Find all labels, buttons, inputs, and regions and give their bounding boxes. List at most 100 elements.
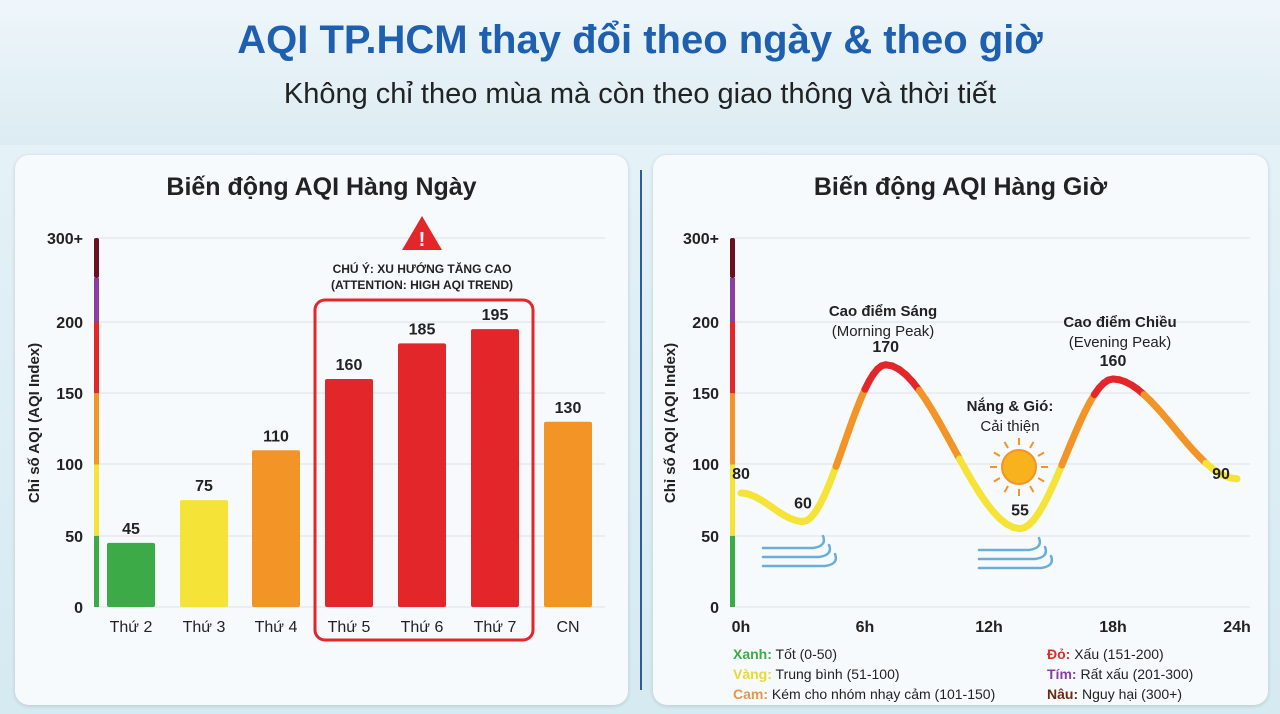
daily-chart-title: Biến động AQI Hàng Ngày [166, 173, 477, 201]
x-tick-label: 12h [975, 619, 1003, 636]
daily-y-axis-label: Chỉ số AQI (AQI Index) [26, 343, 43, 503]
x-tick-label: Thứ 5 [328, 619, 371, 636]
legend-item: Nâu: Nguy hại (300+) [1047, 686, 1183, 702]
daily-y-tick-label: 300+ [47, 231, 83, 248]
daily-aqi-scale-segment [94, 322, 99, 394]
page-subtitle: Không chỉ theo mùa mà còn theo giao thôn… [283, 78, 997, 110]
point-value-label: 160 [1100, 353, 1127, 370]
hourly-aqi-scale-segment [730, 535, 735, 607]
hourly-y-tick-label: 0 [710, 600, 719, 617]
daily-y-tick-label: 150 [56, 386, 83, 403]
annotation-line1: CHÚ Ý: XU HƯỚNG TĂNG CAO [333, 261, 512, 276]
bar-value-label: 185 [409, 321, 436, 338]
hourly-y-tick-label: 300+ [683, 231, 719, 248]
annotation-subtitle: (Evening Peak) [1069, 334, 1172, 351]
annotation-title: Cao điểm Chiều [1063, 314, 1176, 331]
sun-icon [1001, 449, 1037, 485]
page-title: AQI TP.HCM thay đổi theo ngày & theo giờ [237, 18, 1043, 62]
x-tick-label: Thứ 4 [255, 619, 298, 636]
bar-Thứ 2 [107, 542, 155, 607]
bar-value-label: 160 [336, 357, 363, 374]
hourly-y-tick-label: 150 [692, 386, 719, 403]
legend-left: Xanh: Tốt (0-50) Vàng: Trung bình (51-10… [733, 644, 995, 704]
sun-ray [993, 451, 1001, 457]
legend-item: Cam: Kém cho nhóm nhạy cảm (101-150) [733, 686, 996, 702]
daily-aqi-scale-segment [94, 238, 99, 278]
divider [640, 170, 642, 690]
hourly-aqi-scale-segment [730, 278, 735, 322]
wind-icon [977, 554, 1054, 570]
sun-ray [1037, 451, 1045, 457]
sun-ray [1003, 485, 1009, 493]
point-value-label: 60 [794, 496, 812, 513]
annotation-line2: (ATTENTION: HIGH AQI TREND) [331, 278, 513, 292]
wind-icon [761, 534, 826, 550]
hourly-aqi-scale-segment [730, 322, 735, 394]
legend-item: Tím: Rất xấu (201-300) [1047, 666, 1194, 682]
bar-value-label: 110 [263, 428, 289, 445]
hourly-y-axis-label: Chỉ số AQI (AQI Index) [662, 343, 679, 503]
sun-ray [1029, 485, 1035, 493]
legend-item: Xanh: Tốt (0-50) [733, 646, 837, 662]
wind-icon [977, 536, 1042, 552]
point-value-label: 90 [1212, 466, 1230, 483]
daily-aqi-scale-segment [94, 393, 99, 465]
bar-Thứ 5 [325, 379, 373, 607]
hourly-aqi-scale-segment [730, 238, 735, 278]
x-tick-label: 6h [856, 619, 875, 636]
hourly-y-tick-label: 200 [692, 315, 719, 332]
x-tick-label: Thứ 2 [110, 619, 153, 636]
hourly-chart-panel: Biến động AQI Hàng Giờ [653, 155, 1268, 705]
hourly-y-tick-label: 100 [692, 457, 719, 474]
bar-value-label: 130 [555, 400, 582, 417]
legend-right: Đỏ: Xấu (151-200) Tím: Rất xấu (201-300)… [1047, 644, 1193, 704]
hourly-aqi-scale-segment [730, 464, 735, 536]
x-tick-label: 0h [732, 619, 751, 636]
sun-ray [993, 477, 1001, 483]
daily-y-tick-label: 200 [56, 315, 83, 332]
x-tick-label: Thứ 6 [401, 619, 444, 636]
bar-CN [544, 421, 592, 607]
annotation-subtitle: (Morning Peak) [832, 323, 935, 340]
annotation-subtitle: Cải thiện [980, 418, 1039, 435]
daily-aqi-scale-segment [94, 464, 99, 536]
warning-icon-mark: ! [419, 229, 426, 251]
x-tick-label: CN [556, 619, 579, 636]
hourly-chart-title: Biến động AQI Hàng Giờ [813, 173, 1108, 201]
sun-ray [1003, 441, 1009, 449]
x-tick-label: 18h [1099, 619, 1127, 636]
bar-value-label: 195 [482, 307, 509, 324]
x-tick-label: Thứ 3 [183, 619, 226, 636]
bar-value-label: 45 [122, 521, 140, 538]
bar-Thứ 3 [180, 500, 228, 607]
annotation-title: Cao điểm Sáng [829, 303, 937, 320]
wind-icon [761, 552, 838, 568]
daily-aqi-scale-segment [94, 278, 99, 322]
sun-ray [1029, 441, 1035, 449]
daily-aqi-scale-segment [94, 535, 99, 607]
hourly-y-tick-label: 50 [701, 529, 719, 546]
x-tick-label: Thứ 7 [474, 619, 517, 636]
bar-Thứ 4 [252, 450, 300, 607]
x-tick-label: 24h [1223, 619, 1251, 636]
daily-y-tick-label: 50 [65, 529, 83, 546]
aqi-curve-segment [1227, 474, 1241, 483]
wind-icon [977, 545, 1048, 561]
wind-icon [761, 543, 832, 559]
daily-y-tick-label: 100 [56, 457, 83, 474]
highlight-box [313, 298, 535, 642]
point-value-label: 170 [872, 339, 899, 356]
annotation-title: Nắng & Gió: [967, 397, 1054, 415]
daily-chart-panel: Biến động AQI Hàng Ngày [15, 155, 628, 705]
bar-Thứ 6 [398, 343, 446, 607]
bar-Thứ 7 [471, 329, 519, 607]
bar-value-label: 75 [195, 478, 213, 495]
daily-y-tick-label: 0 [74, 600, 83, 617]
point-value-label: 55 [1011, 503, 1029, 520]
hourly-aqi-scale-segment [730, 393, 735, 465]
legend-item: Vàng: Trung bình (51-100) [733, 666, 900, 682]
legend-item: Đỏ: Xấu (151-200) [1047, 646, 1164, 662]
sun-ray [1037, 477, 1045, 483]
point-value-label: 80 [732, 466, 750, 483]
